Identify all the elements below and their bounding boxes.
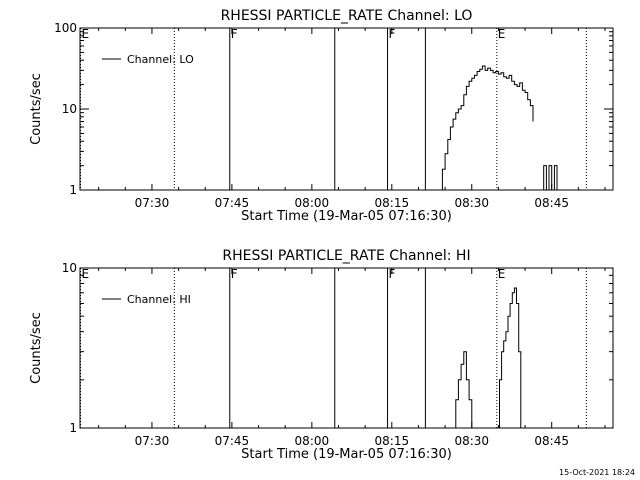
panel-1-x-tick-label: 07:30: [135, 196, 170, 210]
panel-2-x-tick-label: 08:45: [534, 434, 569, 448]
panel-1-x-tick-label: 07:45: [215, 196, 250, 210]
footer-timestamp: 15-Oct-2021 18:24: [559, 468, 635, 477]
panel-1-series-line-1: [439, 65, 534, 191]
panel-2-y-tick-label: 10: [62, 261, 77, 275]
panel-2-x-tick-label: 07:45: [215, 434, 250, 448]
panel-2-plot-frame: [79, 267, 614, 429]
panel-2-y-tick-label: 1: [69, 421, 77, 435]
panel-1-y-tick-label: 100: [54, 21, 77, 35]
panel-1-x-tick-label: 08:45: [534, 196, 569, 210]
panel-2-x-tick-label: 08:30: [454, 434, 489, 448]
panel-1-x-tick-label: 08:15: [375, 196, 410, 210]
panel-1-y-tick-label: 10: [62, 102, 77, 116]
panel-1-event-label: E: [82, 27, 90, 41]
panel-2-event-label: E: [82, 267, 90, 281]
panel-1-event-label: F: [389, 27, 396, 41]
panel-1-y-tick-label: 1: [69, 183, 77, 197]
panel-2-chart-title: RHESSI PARTICLE_RATE Channel: HI: [222, 248, 470, 264]
panel-2-series-line-1: [453, 351, 473, 429]
panel-2-legend-label: Channel: HI: [127, 293, 191, 306]
panel-1-x-axis-label: Start Time (19-Mar-05 07:16:30): [241, 209, 452, 224]
panel-1-x-tick-label: 08:00: [295, 196, 330, 210]
panel-1-chart-title: RHESSI PARTICLE_RATE Channel: LO: [221, 8, 473, 24]
panel-2-series-line-2: [497, 287, 522, 429]
panel-1-legend-label: Channel: LO: [127, 53, 194, 66]
panel-2-event-label: F: [389, 267, 396, 281]
panel-2-x-axis-label: Start Time (19-Mar-05 07:16:30): [241, 447, 452, 462]
panel-2-event-label: E: [498, 267, 506, 281]
panel-1-event-label: F: [231, 27, 238, 41]
panel-1-x-tick-label: 08:30: [454, 196, 489, 210]
panel-2-y-axis-label: Counts/sec: [29, 312, 44, 384]
panel-2-x-tick-label: 08:15: [375, 434, 410, 448]
panel-2-event-label: F: [231, 267, 238, 281]
panel-1-y-axis-label: Counts/sec: [29, 73, 44, 145]
panel-1-event-label: E: [498, 27, 506, 41]
panel-2-x-tick-label: 07:30: [135, 434, 170, 448]
panel-1-series-line-2: [541, 165, 558, 191]
panel-2-x-tick-label: 08:00: [295, 434, 330, 448]
